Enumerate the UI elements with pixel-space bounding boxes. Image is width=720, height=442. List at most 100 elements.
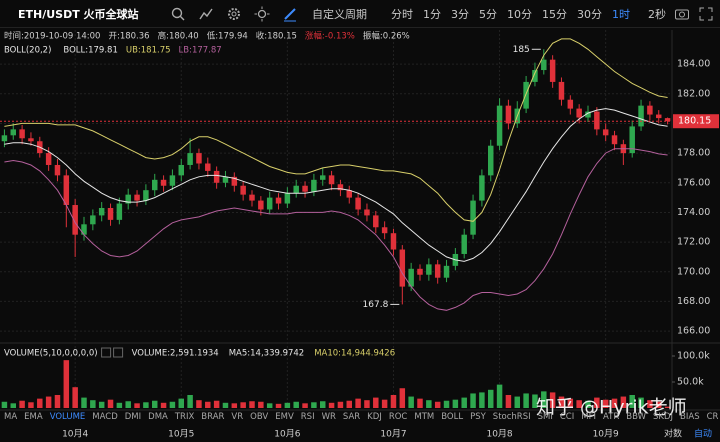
indicator-tab[interactable]: PSY — [470, 412, 486, 422]
volume-bar — [373, 397, 379, 408]
candle-body — [576, 108, 582, 118]
draw-icon[interactable] — [282, 6, 298, 22]
candle-body — [487, 145, 494, 176]
info-field: 收:180.15 — [256, 31, 297, 42]
indicator-tab[interactable]: DMI — [124, 412, 142, 422]
refresh-rate[interactable]: 2秒 — [648, 7, 666, 21]
volume-bar — [249, 401, 255, 408]
volume-bar — [434, 401, 441, 408]
candle-body — [470, 200, 476, 235]
indicator-tab[interactable]: RSI — [300, 412, 315, 422]
indicator-tab[interactable]: BOLL — [441, 412, 464, 422]
indicator-tab[interactable]: MA — [4, 412, 18, 422]
indicator-tab[interactable]: VOLUME — [49, 412, 86, 422]
volume-bar — [72, 387, 78, 408]
volume-bar — [258, 401, 264, 408]
indicator-tab[interactable]: SMI — [537, 412, 553, 422]
volume-bar — [532, 394, 538, 408]
indicator-tab[interactable]: StochRSI — [492, 412, 531, 422]
annotation-label: 185 — [513, 45, 530, 55]
volume-bar — [187, 395, 193, 408]
indicator-tab[interactable]: DMA — [148, 412, 168, 422]
indicator-tab[interactable]: VR — [231, 412, 244, 422]
indicator-tab[interactable]: BIAS — [680, 412, 700, 422]
volume-bar — [399, 388, 406, 408]
watermark: 知乎 @Hyrik老师 — [536, 397, 687, 419]
candle-body — [505, 105, 512, 124]
indicator-tab[interactable]: ROC — [388, 412, 408, 422]
volume-bar — [629, 395, 635, 408]
candle-body — [266, 197, 273, 210]
last-price-label: 180.15 — [678, 116, 711, 127]
custom-period[interactable]: 自定义周期 — [312, 7, 367, 21]
period[interactable]: 10分 — [507, 7, 532, 21]
indicator-tab[interactable]: OBV — [250, 412, 269, 422]
indicator-tab[interactable]: ATR — [602, 412, 620, 422]
volume-bar — [664, 406, 671, 408]
candle-body — [160, 179, 167, 186]
period[interactable]: 分时 — [391, 7, 413, 21]
volume-bar — [160, 402, 167, 408]
theme-icon[interactable] — [254, 6, 270, 22]
axis-mode: 自动 — [694, 428, 712, 440]
indicator-tab[interactable]: MTM — [414, 412, 435, 422]
candle-body — [434, 264, 441, 278]
volume-bar — [620, 396, 627, 408]
indicator-tab[interactable]: EMA — [24, 412, 43, 422]
period[interactable]: 15分 — [542, 7, 567, 21]
candle-body — [178, 164, 185, 176]
candle-body — [373, 215, 379, 228]
search-icon[interactable] — [170, 6, 186, 22]
candle-body — [523, 81, 529, 109]
period[interactable]: 30分 — [577, 7, 602, 21]
indicator-tab[interactable]: MFI — [581, 412, 596, 422]
indicator-tab[interactable]: WR — [321, 412, 336, 422]
volume-bar — [1, 401, 8, 408]
volume-bar — [523, 393, 529, 408]
last-price-tag — [673, 114, 719, 129]
settings-icon[interactable] — [226, 6, 242, 22]
indicator-tab[interactable]: BBW — [626, 412, 647, 422]
indicator-tab[interactable]: CR — [706, 412, 719, 422]
indicator-tab[interactable]: KDJ — [367, 412, 382, 422]
volume-bar — [417, 398, 423, 408]
x-tick-label: 10月5 — [168, 429, 194, 440]
indicator-tab[interactable]: CCI — [559, 412, 575, 422]
indicator-tab[interactable]: SAR — [342, 412, 361, 422]
volume-bar — [151, 400, 158, 408]
fullscreen-icon[interactable] — [698, 6, 714, 22]
volume-bar — [98, 401, 105, 408]
volume-bar — [63, 360, 70, 408]
legend-button — [113, 347, 124, 358]
period[interactable]: 3分 — [451, 7, 469, 21]
volume-bar — [45, 396, 52, 408]
indicator-tab[interactable]: SKDJ — [653, 412, 674, 422]
volume-bar — [266, 403, 273, 408]
camera-icon[interactable] — [674, 6, 690, 22]
volume-bar — [107, 399, 114, 408]
volume-bar — [647, 400, 653, 408]
period[interactable]: 5分 — [479, 7, 497, 21]
indicator-tab[interactable]: BRAR — [201, 412, 225, 422]
chart-icon[interactable] — [198, 6, 214, 22]
indicator-tab[interactable]: EMV — [275, 412, 294, 422]
period[interactable]: 1分 — [423, 7, 441, 21]
indicator-tab[interactable]: TRIX — [174, 412, 195, 422]
candle-body — [664, 118, 671, 122]
volume-bar — [364, 400, 370, 408]
volume-bar — [585, 400, 591, 408]
info-field: 振幅:0.26% — [363, 31, 410, 42]
volume-bar — [302, 403, 308, 408]
candle-body — [549, 59, 556, 82]
candle-body — [364, 209, 370, 216]
symbol[interactable]: ETH/USDT 火币全球站 — [18, 7, 139, 21]
volume-bar — [213, 400, 220, 408]
indicator-tab[interactable]: MACD — [92, 412, 118, 422]
volume-bar — [311, 402, 317, 408]
period[interactable]: 1时 — [612, 7, 630, 21]
candle-body — [187, 153, 193, 165]
volume-bar — [28, 402, 34, 408]
candle-body — [319, 175, 326, 180]
candle-body — [54, 164, 61, 176]
